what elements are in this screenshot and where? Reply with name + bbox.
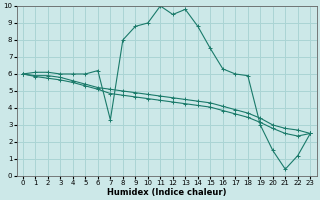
X-axis label: Humidex (Indice chaleur): Humidex (Indice chaleur) — [107, 188, 226, 197]
